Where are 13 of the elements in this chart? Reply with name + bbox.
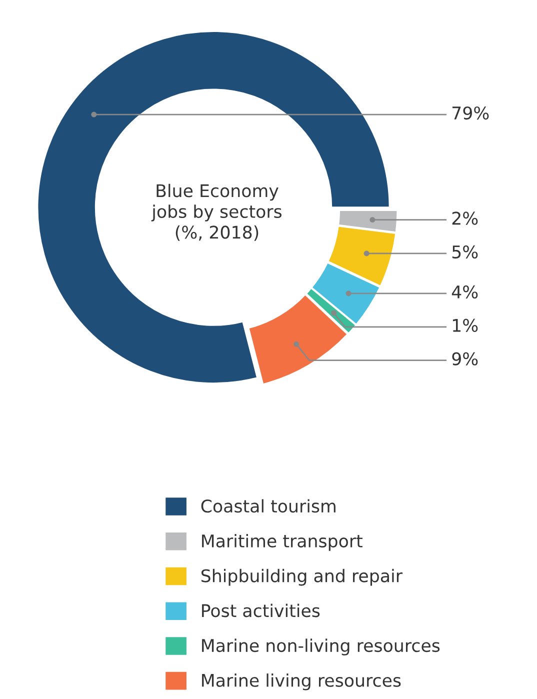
data-label: 9% <box>452 352 478 366</box>
legend-label: Shipbuilding and repair <box>201 568 402 586</box>
legend-label: Marine living resources <box>202 673 401 690</box>
data-label: 2% <box>452 212 478 225</box>
data-label: 79% <box>452 106 489 120</box>
legend-label: Coastal tourism <box>201 499 336 513</box>
text: Blue Economy jobs by sectors (%, 2018) <box>151 184 282 241</box>
data-label: 4% <box>452 285 478 298</box>
legend-label: Maritime transport <box>202 534 362 551</box>
legend-label: Marine non-living resources <box>202 638 440 656</box>
legend-label: Post activities <box>202 604 320 618</box>
data-label: 1% <box>452 318 478 332</box>
data-label: 5% <box>452 245 478 258</box>
